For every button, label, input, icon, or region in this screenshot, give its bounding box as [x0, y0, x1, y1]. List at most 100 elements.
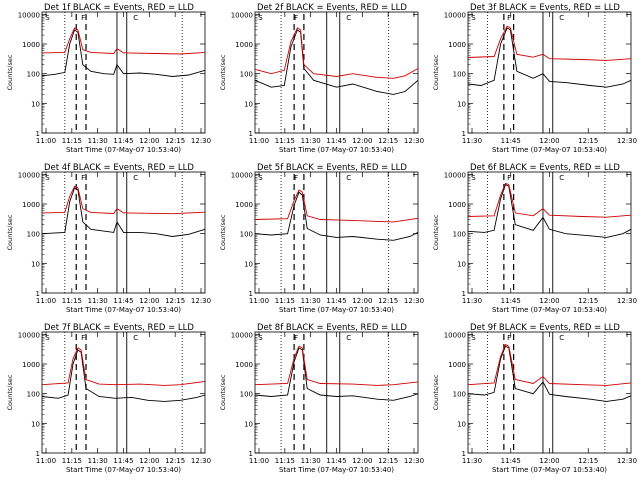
x-tick-label: 11:15: [62, 457, 82, 465]
x-tick-label: 12:30: [191, 297, 211, 305]
y-tick-label: 1: [462, 290, 466, 298]
y-tick-label: 100: [27, 71, 40, 79]
chart-title: Det 7f BLACK = Events, RED = LLD: [44, 323, 194, 333]
x-tick-label: 11:30: [88, 457, 108, 465]
x-tick-label: 12:30: [617, 457, 637, 465]
flag-label: C: [346, 174, 351, 182]
x-tick-label: 11:30: [462, 297, 482, 305]
x-axis-label: Start Time (07-May-07 10:53:40): [66, 146, 181, 154]
y-tick-label: 1: [36, 450, 40, 458]
plot-frame: [41, 331, 206, 454]
flag-label: S: [471, 334, 476, 342]
series-lld: [41, 27, 206, 55]
x-tick-label: 11:00: [36, 457, 56, 465]
x-tick-label: 11:15: [275, 457, 295, 465]
x-tick-label: 12:00: [352, 457, 372, 465]
y-tick-label: 100: [240, 391, 253, 399]
x-tick-label: 11:30: [301, 137, 321, 145]
y-tick-label: 100: [240, 231, 253, 239]
series-lld: [467, 182, 632, 218]
y-tick-label: 1000: [448, 41, 466, 49]
x-tick-label: 12:00: [139, 457, 159, 465]
series-events: [254, 347, 419, 401]
y-tick-label: 10000: [231, 171, 253, 179]
x-tick-label: 12:00: [539, 457, 559, 465]
x-axis-label: Start Time (07-May-07 10:53:40): [492, 306, 607, 314]
series-events: [254, 29, 419, 95]
x-tick-label: 12:15: [378, 137, 398, 145]
chart-title: Det 8f BLACK = Events, RED = LLD: [257, 323, 407, 333]
series-events: [467, 183, 632, 238]
x-tick-label: 11:45: [113, 297, 133, 305]
x-tick-label: 11:30: [462, 137, 482, 145]
plot-frame: [467, 171, 632, 294]
flag-label: F: [507, 14, 511, 22]
x-axis-label: Start Time (07-May-07 10:53:40): [66, 466, 181, 474]
x-tick-label: 11:00: [249, 457, 269, 465]
flag-label: S: [258, 174, 263, 182]
series-events: [254, 191, 419, 241]
y-tick-label: 10000: [231, 331, 253, 339]
series-lld: [41, 185, 206, 215]
x-tick-label: 11:45: [501, 297, 521, 305]
series-events: [41, 29, 206, 77]
chart-panel-5: Det 5f BLACK = Events, RED = LLD 1 10 100 10…: [219, 163, 424, 314]
y-tick-label: 10: [457, 420, 466, 428]
x-tick-label: 11:30: [301, 297, 321, 305]
flag-label: S: [258, 14, 263, 22]
flag-label: C: [559, 334, 564, 342]
x-tick-label: 12:15: [578, 457, 598, 465]
series-lld: [467, 343, 632, 386]
x-axis-label: Start Time (07-May-07 10:53:40): [279, 146, 394, 154]
x-tick-label: 12:30: [191, 137, 211, 145]
flag-label: F: [294, 14, 298, 22]
x-tick-label: 12:30: [191, 457, 211, 465]
x-axis-label: Start Time (07-May-07 10:53:40): [492, 146, 607, 154]
y-tick-label: 1000: [22, 201, 40, 209]
flag-label: F: [81, 14, 85, 22]
y-axis-label: Counts/sec: [432, 374, 440, 410]
y-tick-label: 1000: [235, 361, 253, 369]
flag-label: S: [471, 14, 476, 22]
x-tick-label: 11:45: [326, 457, 346, 465]
flag-label: F: [294, 174, 298, 182]
y-tick-label: 1: [249, 130, 253, 138]
x-tick-label: 12:00: [539, 137, 559, 145]
series-lld: [254, 345, 419, 386]
x-tick-label: 11:45: [113, 457, 133, 465]
x-tick-label: 11:15: [62, 297, 82, 305]
x-tick-label: 11:45: [113, 137, 133, 145]
y-tick-label: 100: [453, 231, 466, 239]
plot-frame: [254, 11, 419, 134]
x-tick-label: 11:15: [275, 137, 295, 145]
x-tick-label: 11:45: [501, 137, 521, 145]
x-tick-label: 11:15: [62, 137, 82, 145]
flag-label: S: [45, 174, 50, 182]
chart-panel-3: Det 3f BLACK = Events, RED = LLD 1 10 100 10…: [432, 3, 637, 154]
x-axis-label: Start Time (07-May-07 10:53:40): [66, 306, 181, 314]
series-lld: [467, 25, 632, 61]
y-tick-label: 10000: [444, 331, 466, 339]
x-tick-label: 12:15: [165, 297, 185, 305]
x-tick-label: 11:45: [326, 137, 346, 145]
flag-label: C: [559, 174, 564, 182]
y-tick-label: 10000: [231, 11, 253, 19]
chart-panel-9: Det 9f BLACK = Events, RED = LLD 1 10 100 10…: [432, 323, 637, 474]
x-tick-label: 11:30: [462, 457, 482, 465]
x-tick-label: 11:30: [88, 137, 108, 145]
y-axis-label: Counts/sec: [219, 374, 227, 410]
y-tick-label: 10000: [18, 331, 40, 339]
x-tick-label: 12:00: [539, 297, 559, 305]
y-tick-label: 10: [244, 420, 253, 428]
chart-panel-6: Det 6f BLACK = Events, RED = LLD 1 10 100 10…: [432, 163, 637, 314]
y-tick-label: 1: [462, 450, 466, 458]
x-tick-label: 11:30: [88, 297, 108, 305]
x-tick-label: 12:00: [139, 297, 159, 305]
y-tick-label: 10000: [444, 11, 466, 19]
x-tick-label: 11:00: [249, 297, 269, 305]
y-tick-label: 100: [27, 231, 40, 239]
flag-label: S: [471, 174, 476, 182]
y-tick-label: 1000: [448, 201, 466, 209]
series-lld: [254, 27, 419, 79]
x-tick-label: 12:00: [352, 137, 372, 145]
